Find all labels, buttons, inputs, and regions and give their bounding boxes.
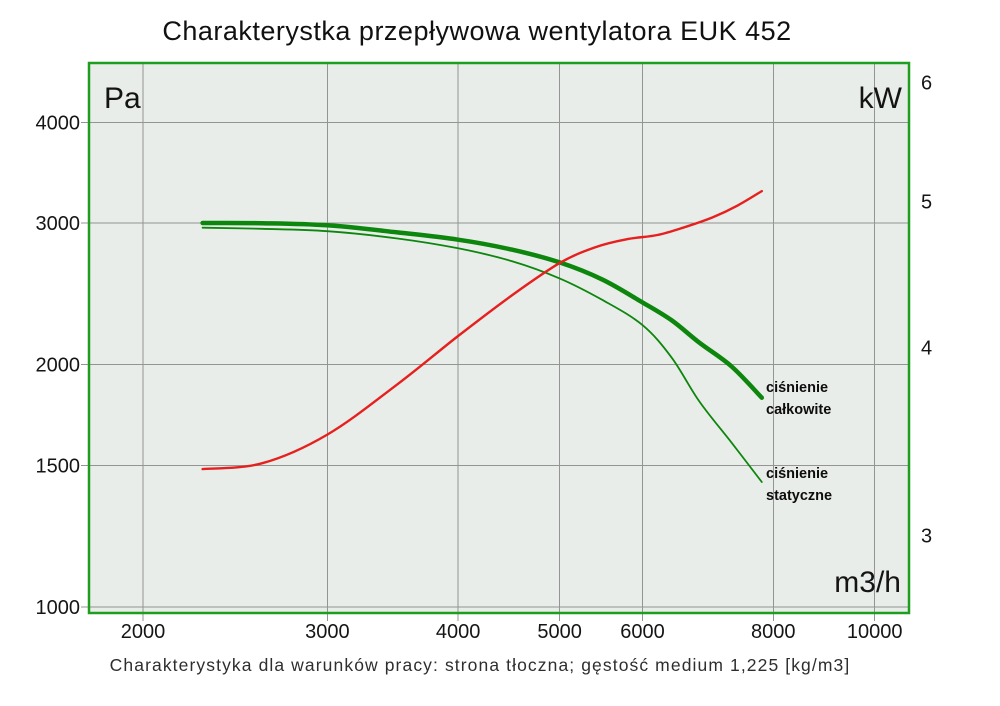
legend-static-pressure-line2: statyczne	[766, 488, 833, 504]
chart-caption: Charakterystyka dla warunków pracy: stro…	[109, 655, 851, 675]
y-left-tick-label-1000: 1000	[36, 597, 81, 619]
y-right-tick-label-3: 3	[921, 525, 932, 547]
x-tick-label-4000: 4000	[436, 621, 481, 643]
y-left-tick-label-3000: 3000	[36, 213, 81, 235]
y-right-tick-label-5: 5	[921, 191, 932, 213]
x-tick-label-2000: 2000	[121, 621, 166, 643]
y-left-unit-label: Pa	[104, 82, 141, 115]
y-right-tick-label-6: 6	[921, 72, 932, 94]
x-tick-label-8000: 8000	[751, 621, 796, 643]
legend-static-pressure-line1: ciśnienie	[766, 466, 829, 482]
legend-total-pressure: ciśnienie całkowite	[766, 377, 831, 421]
static-pressure-curve	[201, 226, 763, 483]
plot-border	[87, 61, 911, 615]
legend-static-pressure: ciśnienie statyczne	[766, 463, 832, 507]
y-left-tick-label-4000: 4000	[36, 112, 81, 134]
plot-area	[89, 63, 909, 613]
power-curve	[201, 189, 763, 471]
legend-total-pressure-line2: całkowite	[766, 402, 832, 418]
x-tick-label-10000: 10000	[847, 621, 903, 643]
chart-title: Charakterystka przepływowa wentylatora E…	[162, 16, 792, 46]
y-left-tick-label-1500: 1500	[36, 455, 81, 477]
y-right-tick-label-4: 4	[921, 337, 932, 359]
x-axis-unit-label: m3/h	[834, 566, 901, 599]
x-tick-label-6000: 6000	[620, 621, 665, 643]
x-tick-label-5000: 5000	[537, 621, 582, 643]
x-tick-label-3000: 3000	[305, 621, 350, 643]
legend-total-pressure-line1: ciśnienie	[766, 380, 829, 396]
y-left-tick-label-2000: 2000	[36, 355, 81, 377]
y-right-unit-label: kW	[858, 82, 902, 115]
